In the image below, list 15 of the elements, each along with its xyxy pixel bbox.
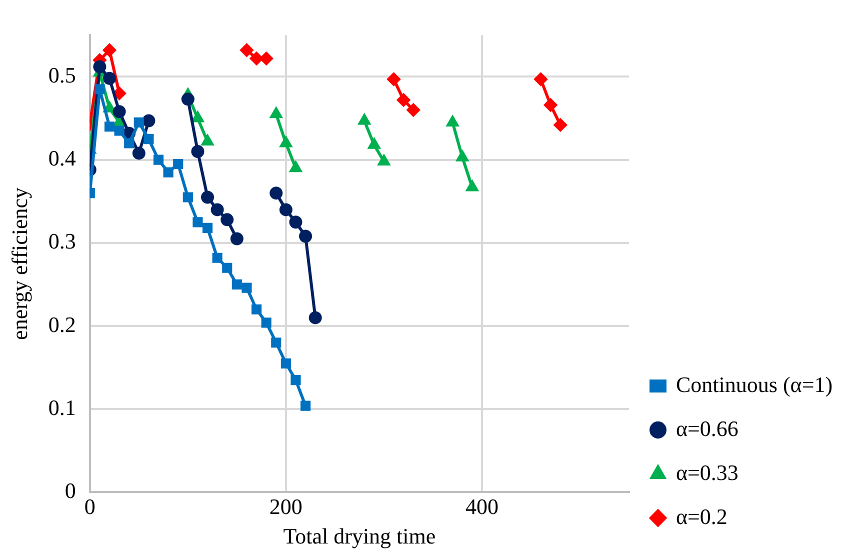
y-tick-label: 0.3 [48, 228, 76, 254]
legend-label: Continuous (α=1) [676, 372, 833, 397]
y-axis-title: energy efficiency [6, 187, 32, 340]
x-tick-label: 0 [84, 494, 96, 520]
y-tick-label: 0.2 [48, 312, 76, 337]
x-axis-title: Total drying time [283, 524, 436, 549]
y-tick-label: 0.4 [48, 146, 76, 171]
legend-label: α=0.33 [676, 460, 738, 485]
x-tick-label: 200 [269, 494, 302, 520]
y-tick-label: 0 [64, 478, 76, 503]
legend-label: α=0.66 [676, 416, 738, 441]
y-tick-label: 0.1 [48, 394, 76, 420]
legend-label: α=0.2 [676, 504, 728, 529]
y-tick-label: 0.5 [48, 62, 76, 88]
x-tick-label: 400 [465, 494, 498, 520]
